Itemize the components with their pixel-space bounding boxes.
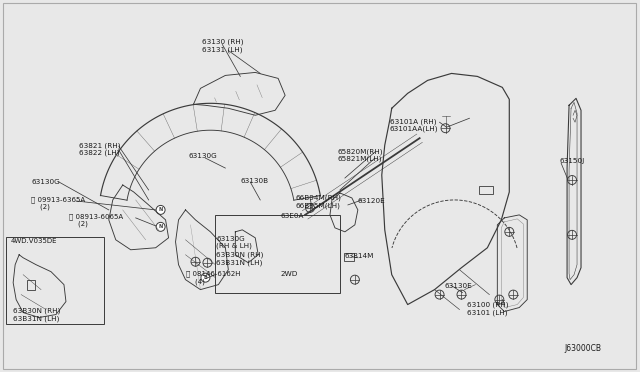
- Text: 63130G: 63130G: [189, 153, 217, 159]
- Text: Ⓑ 08146-6162H
    (4): Ⓑ 08146-6162H (4): [186, 271, 240, 285]
- Text: 63150J: 63150J: [559, 158, 584, 164]
- Text: N: N: [159, 208, 163, 212]
- Text: N: N: [159, 224, 163, 230]
- Text: 63130B: 63130B: [240, 178, 268, 184]
- Circle shape: [156, 205, 165, 214]
- Text: 63B30N (RH)
63B31N (LH): 63B30N (RH) 63B31N (LH): [216, 252, 264, 266]
- Text: J63000CB: J63000CB: [564, 344, 601, 353]
- Text: 63120E: 63120E: [358, 198, 386, 204]
- Circle shape: [201, 273, 210, 282]
- Text: Ⓝ 08913-6065A
    (2): Ⓝ 08913-6065A (2): [69, 213, 123, 227]
- Text: Ⓝ 09913-6365A
    (2): Ⓝ 09913-6365A (2): [31, 196, 85, 210]
- Text: 66B94M(RH)
66B95M(LH): 66B94M(RH) 66B95M(LH): [295, 195, 341, 209]
- Text: 63130 (RH)
63131 (LH): 63130 (RH) 63131 (LH): [202, 39, 243, 52]
- Bar: [6, 237, 104, 324]
- Bar: [344, 253, 354, 261]
- Text: 63130E: 63130E: [445, 283, 472, 289]
- Text: B: B: [204, 275, 207, 280]
- Bar: [479, 186, 493, 195]
- Text: 63130G: 63130G: [31, 179, 60, 185]
- Text: 2WD: 2WD: [280, 271, 298, 277]
- Text: 63130G
(RH & LH): 63130G (RH & LH): [216, 236, 252, 249]
- Text: 63100 (RH)
63101 (LH): 63100 (RH) 63101 (LH): [467, 302, 509, 315]
- Text: 63E0A: 63E0A: [280, 213, 303, 219]
- Text: 63101A (RH)
63101AA(LH): 63101A (RH) 63101AA(LH): [390, 118, 438, 132]
- Text: 63821 (RH)
63822 (LH): 63821 (RH) 63822 (LH): [79, 142, 120, 156]
- Text: 63814M: 63814M: [345, 253, 374, 259]
- Text: 63B30N (RH)
63B31N (LH): 63B30N (RH) 63B31N (LH): [13, 308, 61, 321]
- Text: 65820M(RH)
65821M(LH): 65820M(RH) 65821M(LH): [338, 148, 383, 162]
- Text: 4WD.V035DE: 4WD.V035DE: [11, 238, 58, 244]
- Circle shape: [156, 222, 165, 231]
- Bar: [27, 280, 35, 290]
- Bar: [216, 215, 340, 293]
